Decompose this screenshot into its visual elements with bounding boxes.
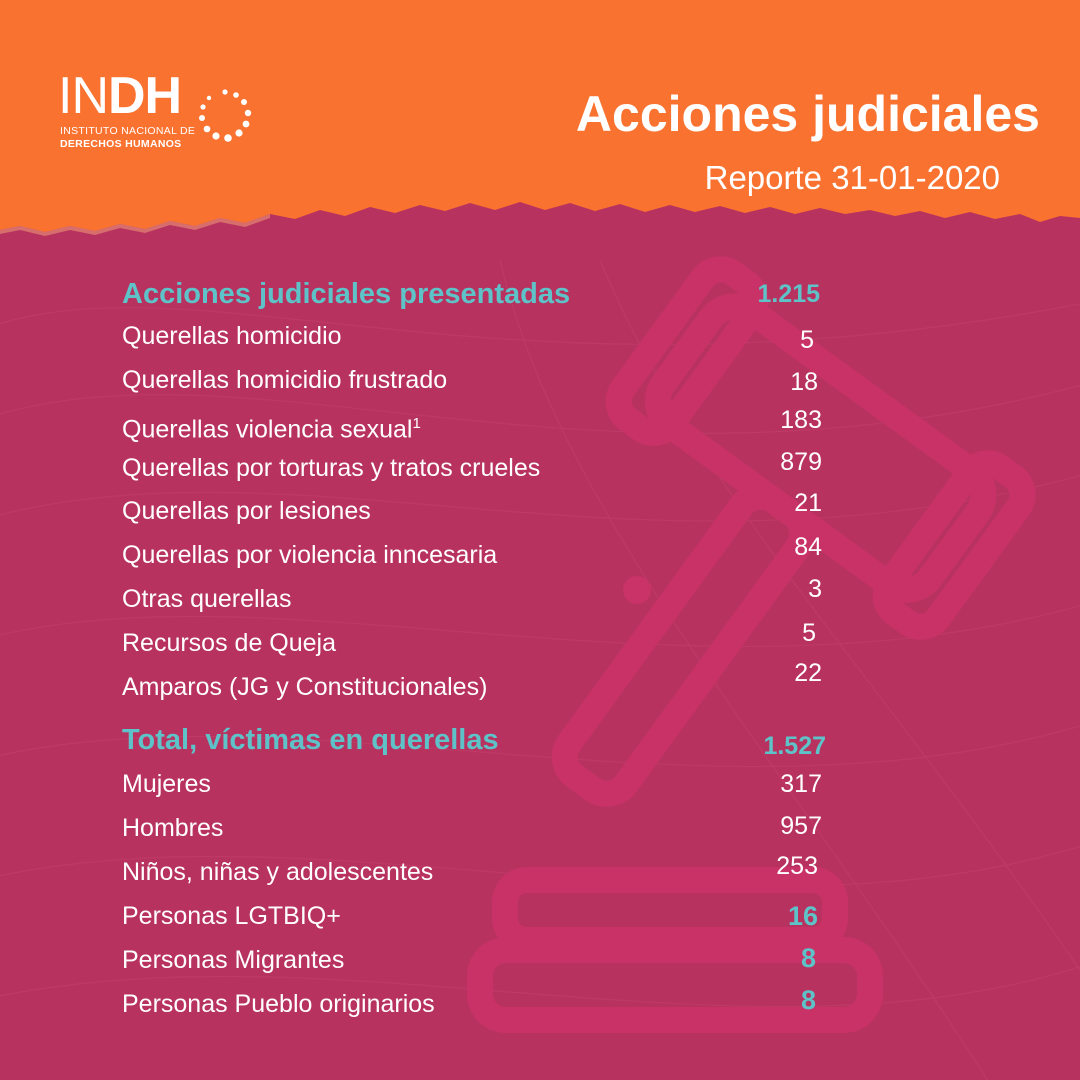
- logo-line-1: INSTITUTO NACIONAL DE: [60, 125, 196, 137]
- row-value: 5: [802, 619, 816, 647]
- row-label: Querellas por lesiones: [122, 497, 371, 525]
- list-item: Personas Migrantes 8: [122, 940, 822, 980]
- section-total: 1.215: [757, 280, 820, 308]
- row-label: Niños, niñas y adolescentes: [122, 858, 434, 886]
- list-item: Personas LGTBIQ+ 16: [122, 896, 822, 936]
- row-value: 16: [787, 901, 818, 931]
- indh-logo: INDH INSTITUTO NACIONAL DE DERECHOS HUMA…: [58, 70, 278, 160]
- list-item: Querellas homicidio 5: [122, 316, 822, 356]
- row-label: Personas LGTBIQ+: [122, 902, 341, 930]
- logo-mark-bold: DH: [108, 67, 182, 125]
- row-label: Personas Pueblo originarios: [122, 990, 435, 1018]
- row-label: Hombres: [122, 814, 224, 842]
- row-value: 317: [780, 770, 822, 798]
- section-header-victimas: Total, víctimas en querellas 1.527: [122, 720, 826, 760]
- section-title: Total, víctimas en querellas: [122, 724, 499, 756]
- row-label: Querellas homicidio frustrado: [122, 366, 448, 394]
- logo-line-2: DERECHOS HUMANOS: [60, 138, 182, 150]
- row-label: Querellas por violencia inncesaria: [122, 541, 498, 569]
- section-title: Acciones judiciales presentadas: [122, 278, 571, 310]
- torn-edge: [0, 0, 1080, 232]
- row-value: 84: [794, 533, 822, 561]
- row-label: Querellas por torturas y tratos crueles: [122, 454, 541, 482]
- row-value: 22: [794, 659, 822, 687]
- logo-mark-light: IN: [58, 67, 109, 125]
- logo-wordmark: INDH: [58, 67, 182, 125]
- row-value: 957: [780, 812, 822, 840]
- row-value: 21: [794, 489, 822, 517]
- list-item: Querellas homicidio frustrado 18: [122, 360, 822, 400]
- row-label: Querellas homicidio: [122, 322, 342, 350]
- row-label-text: Querellas violencia sexual: [122, 415, 413, 444]
- list-item: Hombres 957: [122, 808, 822, 848]
- row-label: Querellas violencia sexual1: [122, 404, 421, 449]
- dots-circle-icon: [199, 89, 252, 142]
- list-item: Otras querellas 3: [122, 575, 822, 619]
- row-value: 18: [790, 368, 818, 396]
- row-value: 5: [800, 326, 814, 354]
- row-value: 253: [776, 852, 818, 880]
- row-value: 8: [800, 943, 816, 973]
- section-total: 1.527: [763, 732, 826, 760]
- row-label: Mujeres: [122, 770, 211, 798]
- list-item: Niños, niñas y adolescentes 253: [122, 852, 822, 892]
- list-item: Personas Pueblo originarios 8: [122, 984, 822, 1024]
- row-label: Otras querellas: [122, 585, 292, 613]
- row-label: Recursos de Queja: [122, 629, 337, 657]
- list-item: Querellas por torturas y tratos crueles …: [122, 448, 822, 488]
- list-item: Amparos (JG y Constitucionales) 22: [122, 659, 822, 707]
- list-item: Mujeres 317: [122, 764, 822, 804]
- header-banner: [0, 0, 1080, 236]
- gavel-icon: [467, 256, 1036, 1033]
- page-title: Acciones judiciales: [575, 86, 1040, 142]
- row-value: 183: [780, 406, 822, 434]
- list-item: Querellas violencia sexual1 183: [122, 404, 822, 444]
- row-label: Personas Migrantes: [122, 946, 345, 974]
- row-value: 3: [808, 575, 822, 603]
- page-subtitle: Reporte 31-01-2020: [704, 159, 1000, 196]
- row-value: 8: [800, 985, 816, 1015]
- list-item: Querellas por violencia inncesaria 84: [122, 533, 822, 575]
- footnote-marker: 1: [412, 415, 421, 432]
- list-item: Querellas por lesiones 21: [122, 489, 822, 531]
- row-value: 879: [780, 448, 822, 476]
- section-header-acciones: Acciones judiciales presentadas 1.215: [122, 274, 822, 314]
- list-item: Recursos de Queja 5: [122, 619, 822, 663]
- row-label: Amparos (JG y Constitucionales): [122, 673, 488, 701]
